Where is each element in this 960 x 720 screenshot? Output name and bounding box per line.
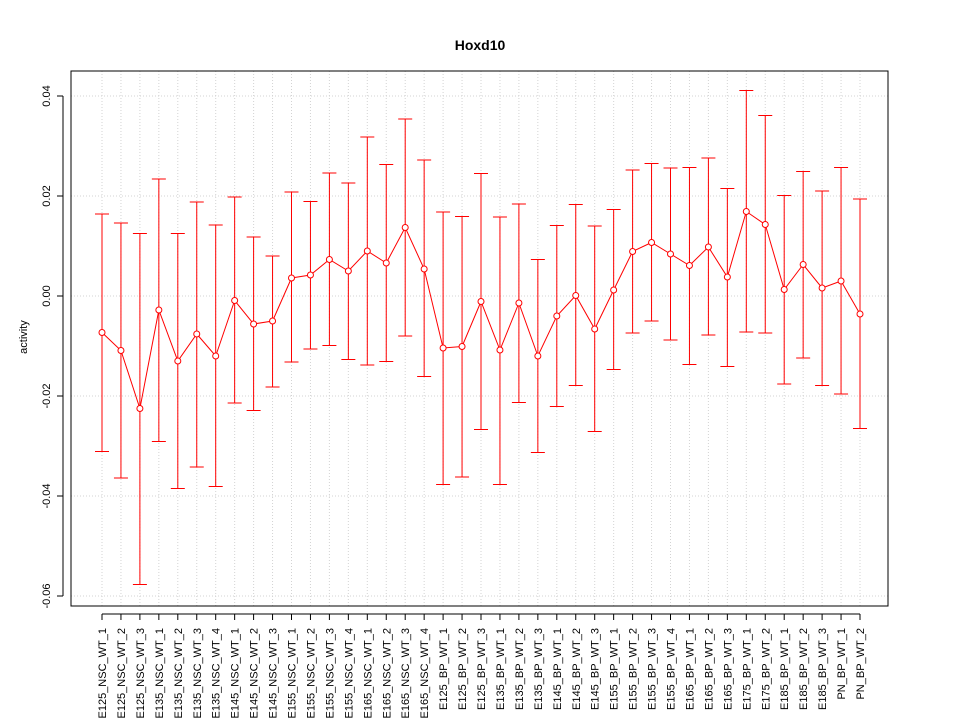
- x-tick-label: E155_BP_WT_3: [647, 628, 659, 710]
- x-tick-label: E135_NSC_WT_3: [192, 628, 204, 719]
- x-tick-label: E185_BP_WT_1: [779, 628, 791, 710]
- data-point: [363, 247, 371, 255]
- x-tick-label: E145_NSC_WT_3: [268, 628, 280, 719]
- data-point: [572, 292, 580, 299]
- data-point: [98, 329, 106, 336]
- data-point: [553, 312, 561, 320]
- y-tick-label: 0.00: [41, 285, 53, 306]
- x-tick-label: E125_NSC_WT_3: [135, 628, 147, 719]
- data-point: [155, 306, 163, 314]
- data-point: [212, 352, 220, 360]
- data-point: [761, 221, 769, 228]
- plot-frame: [70, 70, 889, 607]
- data-point: [174, 357, 182, 365]
- y-tick-label: 0.02: [41, 185, 53, 206]
- data-points: [98, 208, 864, 412]
- x-tick-label: E165_NSC_WT_4: [419, 628, 431, 719]
- x-axis: E125_NSC_WT_1 E125_NSC_WT_2 E125_NSC_WT_3 E…: [97, 613, 867, 719]
- x-tick-label: E135_NSC_WT_2: [173, 628, 185, 719]
- x-tick-label: E125_NSC_WT_2: [116, 628, 128, 719]
- x-tick-label: E145_NSC_WT_1: [230, 628, 242, 719]
- x-tick-label: E155_BP_WT_4: [666, 628, 678, 710]
- x-tick-label: E125_BP_WT_3: [476, 628, 488, 710]
- data-point: [629, 248, 637, 255]
- x-tick-label: E165_BP_WT_2: [703, 628, 715, 710]
- data-point: [648, 239, 656, 246]
- x-tick-label: E165_BP_WT_1: [684, 628, 696, 710]
- data-point: [837, 277, 845, 285]
- data-point: [401, 224, 409, 231]
- data-point: [325, 256, 333, 263]
- data-point: [231, 297, 239, 304]
- x-tick-label: E165_NSC_WT_3: [400, 628, 412, 719]
- data-point: [382, 259, 390, 267]
- y-tick-label: -0.04: [41, 483, 53, 508]
- data-point: [799, 261, 807, 268]
- data-point: [742, 208, 750, 215]
- y-tick-label: -0.06: [41, 583, 53, 608]
- data-point: [610, 286, 618, 294]
- y-axis-label: activity: [18, 320, 30, 354]
- y-tick-label: -0.02: [41, 383, 53, 408]
- data-point: [306, 271, 314, 279]
- x-tick-label: E155_BP_WT_1: [609, 628, 621, 710]
- x-tick-label: E125_BP_WT_1: [438, 628, 450, 710]
- x-tick-label: E155_NSC_WT_4: [343, 628, 355, 719]
- data-point: [193, 330, 201, 338]
- data-point: [667, 250, 674, 258]
- x-tick-label: E145_BP_WT_2: [571, 628, 583, 710]
- x-tick-label: E165_NSC_WT_2: [381, 628, 393, 719]
- x-tick-label: E125_BP_WT_2: [457, 628, 469, 710]
- data-point: [591, 325, 599, 333]
- x-tick-label: E175_BP_WT_2: [760, 628, 772, 710]
- x-tick-label: E155_BP_WT_2: [628, 628, 640, 710]
- data-point: [269, 317, 277, 325]
- data-point: [439, 344, 447, 352]
- x-tick-label: E135_BP_WT_1: [495, 628, 507, 710]
- data-point: [477, 298, 485, 305]
- data-point: [856, 310, 864, 318]
- x-tick-label: E125_NSC_WT_1: [97, 628, 109, 719]
- x-tick-label: E155_NSC_WT_3: [324, 628, 336, 719]
- data-point: [818, 284, 826, 292]
- data-point: [117, 347, 125, 354]
- data-point: [496, 346, 504, 354]
- x-tick-label: E155_NSC_WT_2: [305, 628, 317, 719]
- x-tick-label: E155_NSC_WT_1: [287, 628, 299, 719]
- data-point: [136, 405, 144, 412]
- x-tick-label: E185_BP_WT_3: [817, 628, 829, 710]
- x-tick-label: E135_BP_WT_3: [533, 628, 545, 710]
- data-point: [344, 267, 352, 275]
- y-tick-label: 0.04: [41, 85, 53, 106]
- x-tick-label: E145_NSC_WT_2: [249, 628, 261, 719]
- x-tick-label: E165_BP_WT_3: [722, 628, 734, 710]
- data-point: [685, 262, 693, 269]
- data-point: [534, 352, 542, 360]
- data-point: [288, 274, 295, 282]
- y-axis: -0.06 -0.04 -0.02 0.00 0.02 0.04: [41, 85, 64, 609]
- x-tick-label: E165_NSC_WT_1: [362, 628, 374, 719]
- x-tick-label: E135_NSC_WT_4: [211, 628, 223, 719]
- x-tick-label: E135_BP_WT_2: [514, 628, 526, 710]
- chart-title: Hoxd10: [455, 37, 506, 53]
- x-tick-label: PN_BP_WT_2: [855, 628, 867, 700]
- data-point: [420, 265, 428, 273]
- x-tick-label: E135_NSC_WT_1: [154, 628, 166, 719]
- data-point: [704, 243, 712, 251]
- data-point: [250, 320, 258, 328]
- data-point: [458, 343, 466, 350]
- data-point: [723, 273, 731, 281]
- x-tick-label: E175_BP_WT_1: [741, 628, 753, 710]
- x-tick-label: E145_BP_WT_1: [552, 628, 564, 710]
- x-tick-label: E185_BP_WT_2: [798, 628, 810, 710]
- data-point: [515, 299, 523, 307]
- x-tick-label: PN_BP_WT_1: [836, 628, 848, 700]
- x-tick-label: E145_BP_WT_3: [590, 628, 602, 710]
- data-point: [780, 286, 788, 293]
